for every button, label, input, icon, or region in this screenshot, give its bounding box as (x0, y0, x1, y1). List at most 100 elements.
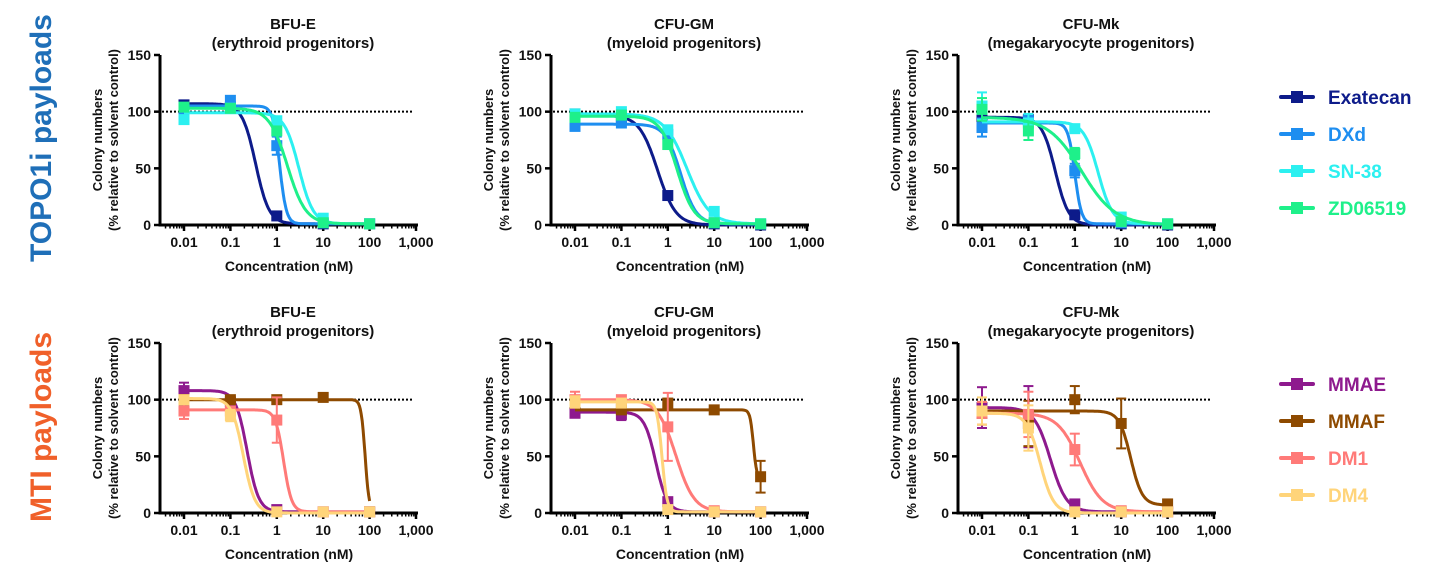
x-tick-label: 1 (273, 522, 281, 538)
data-point (1069, 123, 1081, 135)
data-point (976, 405, 988, 417)
series-sn-38 (178, 102, 376, 230)
data-point (708, 404, 720, 416)
legend-topo1i: Exatecan DXd SN-38 ZD06519 (1279, 88, 1411, 220)
data-point (271, 210, 283, 222)
data-point (1069, 506, 1081, 518)
y-tick-label: 100 (926, 104, 950, 120)
x-tick-label: 1,000 (398, 234, 433, 250)
legend-item: ZD06519 (1279, 199, 1406, 220)
data-point (364, 506, 376, 518)
data-point (662, 190, 674, 202)
series-dxd (178, 94, 376, 230)
chart-panel: CFU-Mk (megakaryocyte progenitors) Colony … (888, 16, 1232, 274)
x-tick-label: 0.1 (1019, 234, 1039, 250)
series-dm1 (178, 396, 376, 518)
x-tick-label: 0.1 (221, 522, 241, 538)
y-axis-label-sub: (% relative to solvent control) (106, 337, 121, 519)
data-point (569, 396, 581, 408)
fit-curve (575, 400, 761, 514)
legend-label: MMAF (1328, 412, 1385, 433)
data-point (615, 397, 627, 409)
legend-marker-icon (1291, 165, 1303, 177)
y-tick-label: 0 (534, 505, 542, 521)
data-point (662, 124, 674, 136)
legend-label: ZD06519 (1328, 199, 1406, 220)
panel-title: CFU-Mk (1063, 16, 1120, 33)
data-point (271, 140, 283, 152)
x-tick-label: 1 (1071, 522, 1079, 538)
legend-marker-icon (1291, 378, 1303, 390)
data-point (271, 125, 283, 137)
y-tick-label: 150 (519, 47, 543, 63)
data-point (615, 117, 627, 129)
x-tick-label: 0.01 (561, 234, 588, 250)
data-point (755, 471, 767, 483)
x-tick-label: 1,000 (789, 522, 824, 538)
legend-marker-icon (1291, 202, 1303, 214)
y-axis-label-sub: (% relative to solvent control) (497, 49, 512, 231)
data-point (317, 217, 329, 229)
data-point (662, 504, 674, 516)
data-point (364, 218, 376, 230)
x-tick-label: 0.01 (170, 522, 197, 538)
x-axis-label: Concentration (nM) (616, 258, 744, 274)
x-tick-label: 0.01 (968, 234, 995, 250)
x-axis-label: Concentration (nM) (225, 258, 353, 274)
y-tick-label: 50 (526, 448, 542, 464)
data-point (1069, 444, 1081, 456)
data-point (224, 102, 236, 114)
chart-panel: BFU-E (erythroid progenitors) Colony numbe… (90, 304, 434, 562)
data-point (178, 101, 190, 113)
data-point (271, 506, 283, 518)
x-tick-label: 1,000 (1196, 522, 1231, 538)
x-tick-label: 1 (273, 234, 281, 250)
legend-item: MMAE (1279, 375, 1386, 396)
panel-subtitle: (megakaryocyte progenitors) (988, 35, 1195, 52)
panel-title: CFU-GM (654, 304, 714, 321)
y-axis-label: Colony numbers (888, 377, 903, 480)
data-point (1115, 216, 1127, 228)
x-tick-label: 10 (315, 522, 331, 538)
y-axis-label: Colony numbers (90, 89, 105, 192)
x-tick-label: 0.1 (612, 522, 632, 538)
legend-item: MMAF (1279, 412, 1385, 433)
x-tick-label: 10 (315, 234, 331, 250)
x-tick-label: 1,000 (789, 234, 824, 250)
panel-title: BFU-E (270, 16, 316, 33)
row-label-topo1i: TOPO1i payloads (25, 14, 58, 262)
y-tick-label: 150 (519, 335, 543, 351)
data-point (976, 122, 988, 134)
x-tick-label: 0.1 (221, 234, 241, 250)
x-tick-label: 10 (706, 522, 722, 538)
series-dm4 (178, 394, 376, 518)
data-point (224, 94, 236, 106)
data-point (662, 139, 674, 151)
legend-label: SN-38 (1328, 162, 1382, 183)
x-tick-label: 10 (1113, 234, 1129, 250)
y-axis-label-sub: (% relative to solvent control) (904, 49, 919, 231)
x-tick-label: 100 (358, 234, 382, 250)
data-point (317, 506, 329, 518)
x-tick-label: 1,000 (398, 522, 433, 538)
y-axis-label-sub: (% relative to solvent control) (106, 49, 121, 231)
data-point (569, 111, 581, 123)
x-tick-label: 100 (1156, 234, 1180, 250)
data-point (271, 115, 283, 127)
legend-marker-icon (1291, 452, 1303, 464)
data-point (1022, 125, 1034, 137)
y-tick-label: 0 (534, 217, 542, 233)
legend-item: SN-38 (1279, 162, 1382, 183)
legend-item: DM1 (1279, 449, 1369, 470)
data-point (224, 394, 236, 406)
x-axis-label: Concentration (nM) (1023, 258, 1151, 274)
legend-marker-icon (1291, 415, 1303, 427)
data-point (708, 506, 720, 518)
series-zd06519 (976, 97, 1174, 230)
legend-label: MMAE (1328, 375, 1386, 396)
series-zd06519 (178, 101, 376, 230)
panel-title: CFU-GM (654, 16, 714, 33)
y-tick-label: 0 (941, 217, 949, 233)
y-tick-label: 100 (128, 392, 152, 408)
y-tick-label: 50 (135, 448, 151, 464)
